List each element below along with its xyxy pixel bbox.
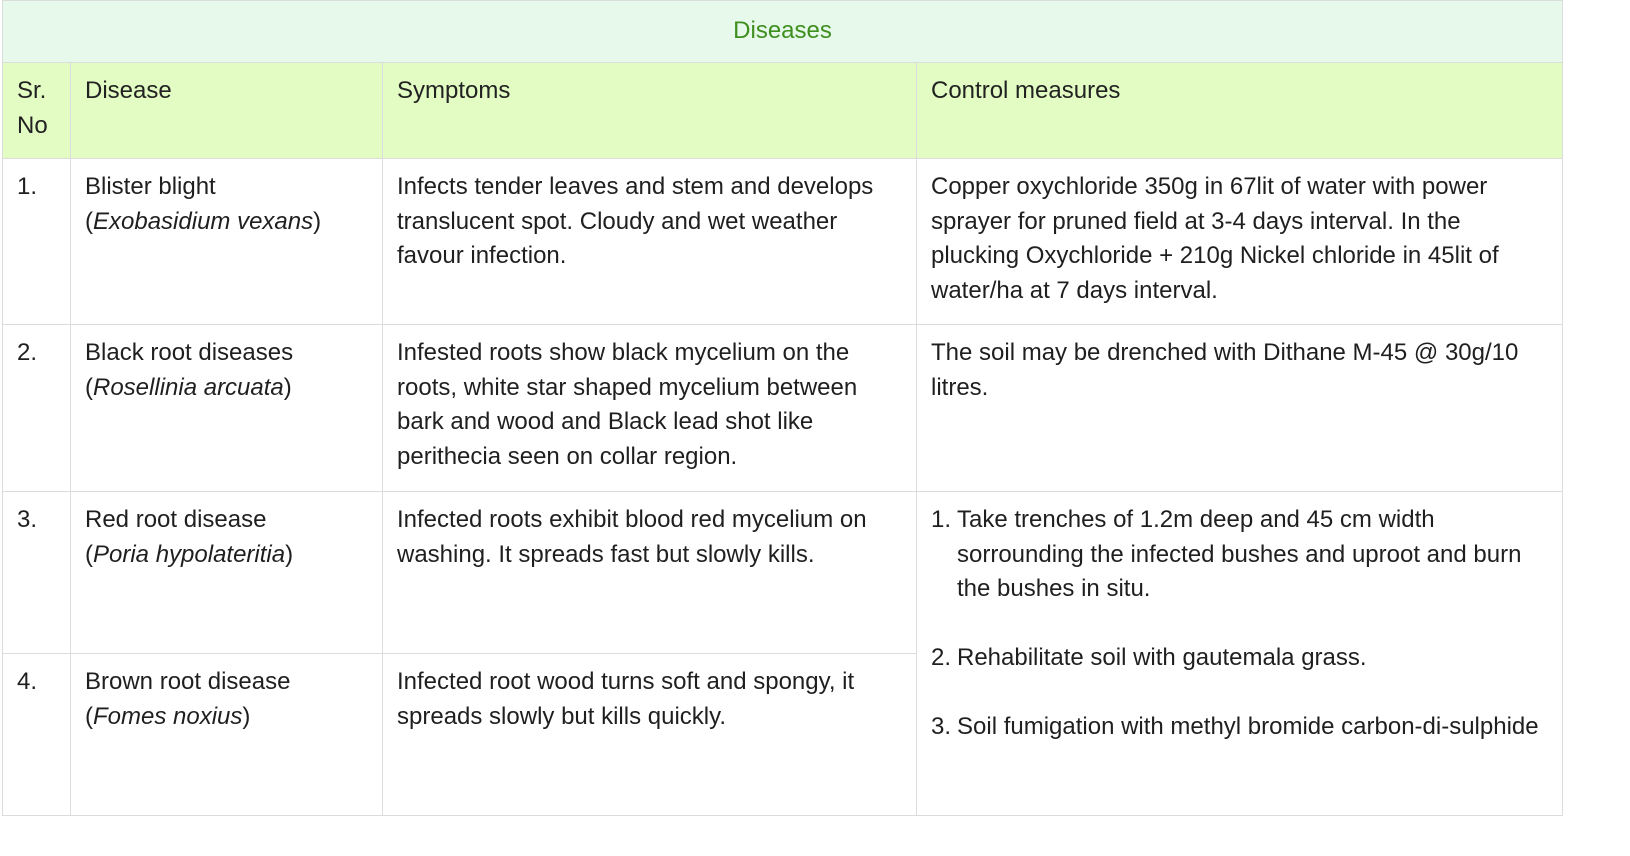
diseases-table-container: Diseases Sr. No Disease Symptoms Control… xyxy=(1,0,1564,816)
row-symptoms: Infected root wood turns soft and spongy… xyxy=(382,653,917,816)
disease-name: Red root disease xyxy=(85,506,267,533)
table-title: Diseases xyxy=(1,0,1564,63)
diseases-table: Diseases Sr. No Disease Symptoms Control… xyxy=(1,0,1564,816)
row-symptoms: Infected roots exhibit blood red myceliu… xyxy=(382,491,917,654)
row-disease: Black root diseases (Rosellinia arcuata) xyxy=(70,324,383,492)
row-control-shared: 1. Take trenches of 1.2m deep and 45 cm … xyxy=(915,491,1564,816)
pathogen-name: Exobasidium vexans xyxy=(93,207,314,235)
list-item-text: Take trenches of 1.2m deep and 45 cm wid… xyxy=(957,506,1522,602)
disease-name: Brown root disease xyxy=(85,668,291,695)
row-disease: Red root disease (Poria hypolateritia) xyxy=(70,491,383,654)
pathogen-name: Fomes noxius xyxy=(93,702,243,730)
row-symptoms: Infects tender leaves and stem and devel… xyxy=(382,158,917,325)
header-disease: Disease xyxy=(70,62,383,159)
list-item: 1. Take trenches of 1.2m deep and 45 cm … xyxy=(931,503,1548,607)
row-control: Copper oxychloride 350g in 67lit of wate… xyxy=(915,158,1564,325)
row-sr-no: 4. xyxy=(2,653,71,816)
control-measures-list: 1. Take trenches of 1.2m deep and 45 cm … xyxy=(931,503,1548,745)
row-sr-no: 3. xyxy=(2,491,71,654)
list-item: 2. Rehabilitate soil with gautemala gras… xyxy=(931,641,1548,676)
table-header-row: Sr. No Disease Symptoms Control measures xyxy=(2,62,1564,159)
pathogen-name: Poria hypolateritia xyxy=(93,540,286,568)
list-item-number: 1. xyxy=(931,506,952,533)
disease-name: Black root diseases xyxy=(85,339,294,366)
table-row: 3. Red root disease (Poria hypolateritia)… xyxy=(2,491,1564,816)
row-symptoms: Infested roots show black mycelium on th… xyxy=(382,324,917,492)
table-title-row: Diseases xyxy=(1,0,1564,63)
table-row: 1. Blister blight (Exobasidium vexans) In… xyxy=(2,158,1564,325)
header-sr-no: Sr. No xyxy=(2,62,71,159)
row-sr-no: 2. xyxy=(2,324,71,492)
table-row: 2. Black root diseases (Rosellinia arcuat… xyxy=(2,324,1564,492)
list-item: 3. Soil fumigation with methyl bromide c… xyxy=(931,710,1548,745)
pathogen-name: Rosellinia arcuata xyxy=(93,373,284,401)
list-item-number: 3. xyxy=(931,713,952,740)
disease-name: Blister blight xyxy=(85,173,216,200)
row-disease: Blister blight (Exobasidium vexans) xyxy=(70,158,383,325)
list-item-number: 2. xyxy=(931,644,952,671)
header-symptoms: Symptoms xyxy=(382,62,917,159)
header-control-measures: Control measures xyxy=(915,62,1564,159)
table-row: 4. Brown root disease (Fomes noxius) Infe… xyxy=(2,653,1563,816)
row-sr-no: 1. xyxy=(2,158,71,325)
row-disease: Brown root disease (Fomes noxius) xyxy=(70,653,383,816)
list-item-text: Soil fumigation with methyl bromide carb… xyxy=(957,713,1539,740)
list-item-text: Rehabilitate soil with gautemala grass. xyxy=(957,644,1367,671)
row-control: The soil may be drenched with Dithane M-… xyxy=(915,324,1564,492)
